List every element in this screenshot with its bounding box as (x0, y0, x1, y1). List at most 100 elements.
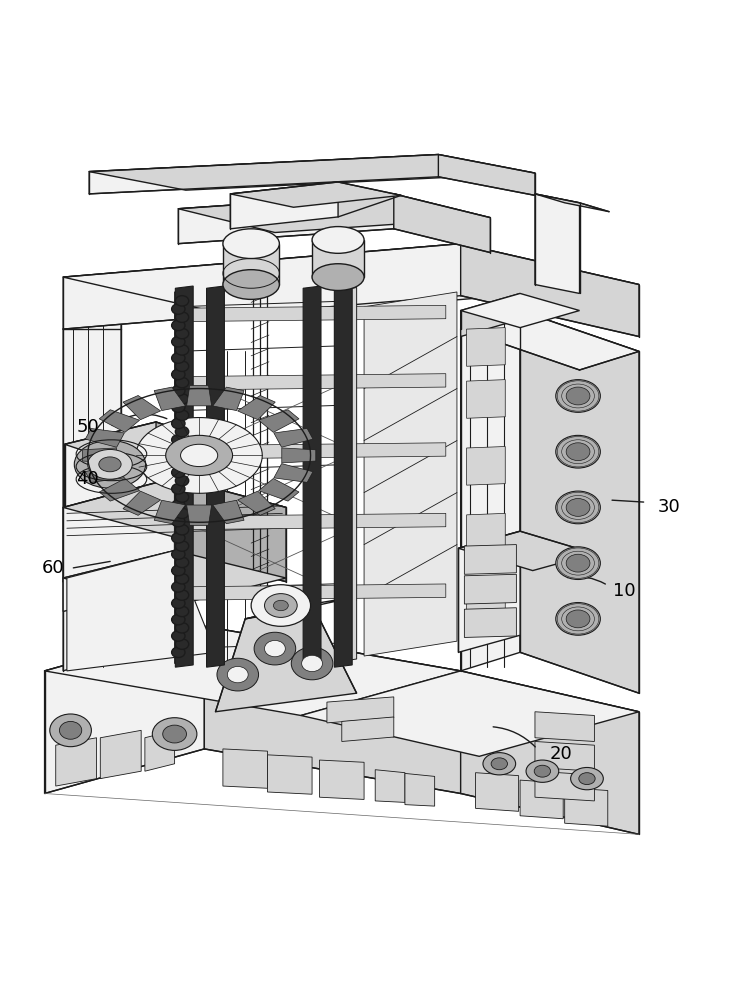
Polygon shape (464, 574, 516, 604)
Ellipse shape (265, 594, 297, 617)
Polygon shape (267, 755, 312, 794)
Ellipse shape (175, 345, 189, 355)
Polygon shape (467, 447, 505, 485)
Polygon shape (467, 328, 505, 366)
Ellipse shape (175, 328, 189, 339)
Ellipse shape (163, 725, 186, 743)
Ellipse shape (175, 361, 189, 371)
Ellipse shape (172, 451, 185, 461)
Polygon shape (259, 479, 299, 501)
Ellipse shape (172, 304, 185, 314)
Ellipse shape (172, 467, 185, 478)
Ellipse shape (99, 457, 121, 472)
Polygon shape (63, 478, 175, 582)
Polygon shape (438, 155, 535, 195)
Text: 60: 60 (42, 559, 65, 577)
Polygon shape (461, 244, 639, 337)
Polygon shape (63, 551, 286, 606)
Ellipse shape (491, 758, 507, 770)
Polygon shape (319, 760, 364, 799)
Polygon shape (458, 531, 520, 652)
Ellipse shape (172, 614, 185, 625)
Polygon shape (238, 395, 275, 420)
Ellipse shape (175, 459, 189, 470)
Ellipse shape (172, 337, 185, 347)
Ellipse shape (175, 312, 189, 322)
Ellipse shape (50, 714, 91, 747)
Polygon shape (301, 671, 639, 756)
Ellipse shape (566, 387, 590, 405)
Ellipse shape (175, 394, 189, 404)
Text: 50: 50 (77, 418, 99, 436)
Ellipse shape (556, 380, 600, 412)
Polygon shape (186, 505, 212, 525)
Ellipse shape (175, 377, 189, 388)
Polygon shape (259, 410, 299, 432)
Ellipse shape (223, 270, 279, 299)
Ellipse shape (172, 598, 185, 608)
Ellipse shape (172, 631, 185, 641)
Ellipse shape (172, 418, 185, 429)
Polygon shape (467, 513, 505, 552)
Ellipse shape (175, 475, 189, 486)
Ellipse shape (254, 632, 296, 665)
Ellipse shape (172, 582, 185, 592)
Polygon shape (175, 286, 193, 667)
Ellipse shape (175, 443, 189, 453)
Ellipse shape (534, 765, 551, 777)
Polygon shape (238, 491, 275, 515)
Polygon shape (535, 771, 594, 801)
Polygon shape (123, 491, 160, 515)
Polygon shape (63, 551, 175, 611)
Polygon shape (136, 418, 262, 493)
Ellipse shape (556, 547, 600, 580)
Polygon shape (123, 395, 160, 420)
Ellipse shape (172, 549, 185, 559)
Polygon shape (461, 311, 520, 671)
Ellipse shape (579, 773, 595, 785)
Polygon shape (63, 244, 461, 329)
Ellipse shape (172, 533, 185, 543)
Polygon shape (186, 385, 212, 406)
Polygon shape (223, 244, 279, 285)
Text: 20: 20 (550, 745, 572, 763)
Ellipse shape (175, 557, 189, 568)
Polygon shape (520, 780, 563, 819)
Polygon shape (535, 194, 580, 293)
Polygon shape (175, 584, 446, 600)
Polygon shape (312, 240, 364, 277)
Polygon shape (45, 626, 204, 793)
Polygon shape (215, 604, 357, 712)
Ellipse shape (172, 353, 185, 363)
Polygon shape (67, 551, 215, 671)
Ellipse shape (172, 320, 185, 331)
Polygon shape (461, 671, 639, 834)
Polygon shape (535, 741, 594, 771)
Polygon shape (230, 182, 338, 229)
Polygon shape (145, 730, 175, 771)
Polygon shape (535, 712, 594, 741)
Polygon shape (178, 194, 394, 244)
Ellipse shape (566, 610, 590, 628)
Ellipse shape (172, 500, 185, 510)
Ellipse shape (88, 449, 132, 479)
Polygon shape (82, 448, 117, 463)
Polygon shape (342, 288, 357, 661)
Polygon shape (405, 773, 435, 806)
Polygon shape (100, 730, 141, 779)
Polygon shape (461, 311, 639, 370)
Polygon shape (85, 428, 124, 447)
Ellipse shape (172, 484, 185, 494)
Polygon shape (303, 286, 321, 667)
Ellipse shape (556, 603, 600, 635)
Polygon shape (85, 464, 124, 482)
Polygon shape (464, 545, 516, 574)
Polygon shape (63, 311, 121, 671)
Ellipse shape (175, 574, 189, 584)
Polygon shape (175, 305, 446, 322)
Polygon shape (65, 422, 156, 507)
Polygon shape (204, 626, 461, 793)
Polygon shape (230, 182, 401, 207)
Polygon shape (175, 374, 446, 390)
Polygon shape (458, 531, 594, 571)
